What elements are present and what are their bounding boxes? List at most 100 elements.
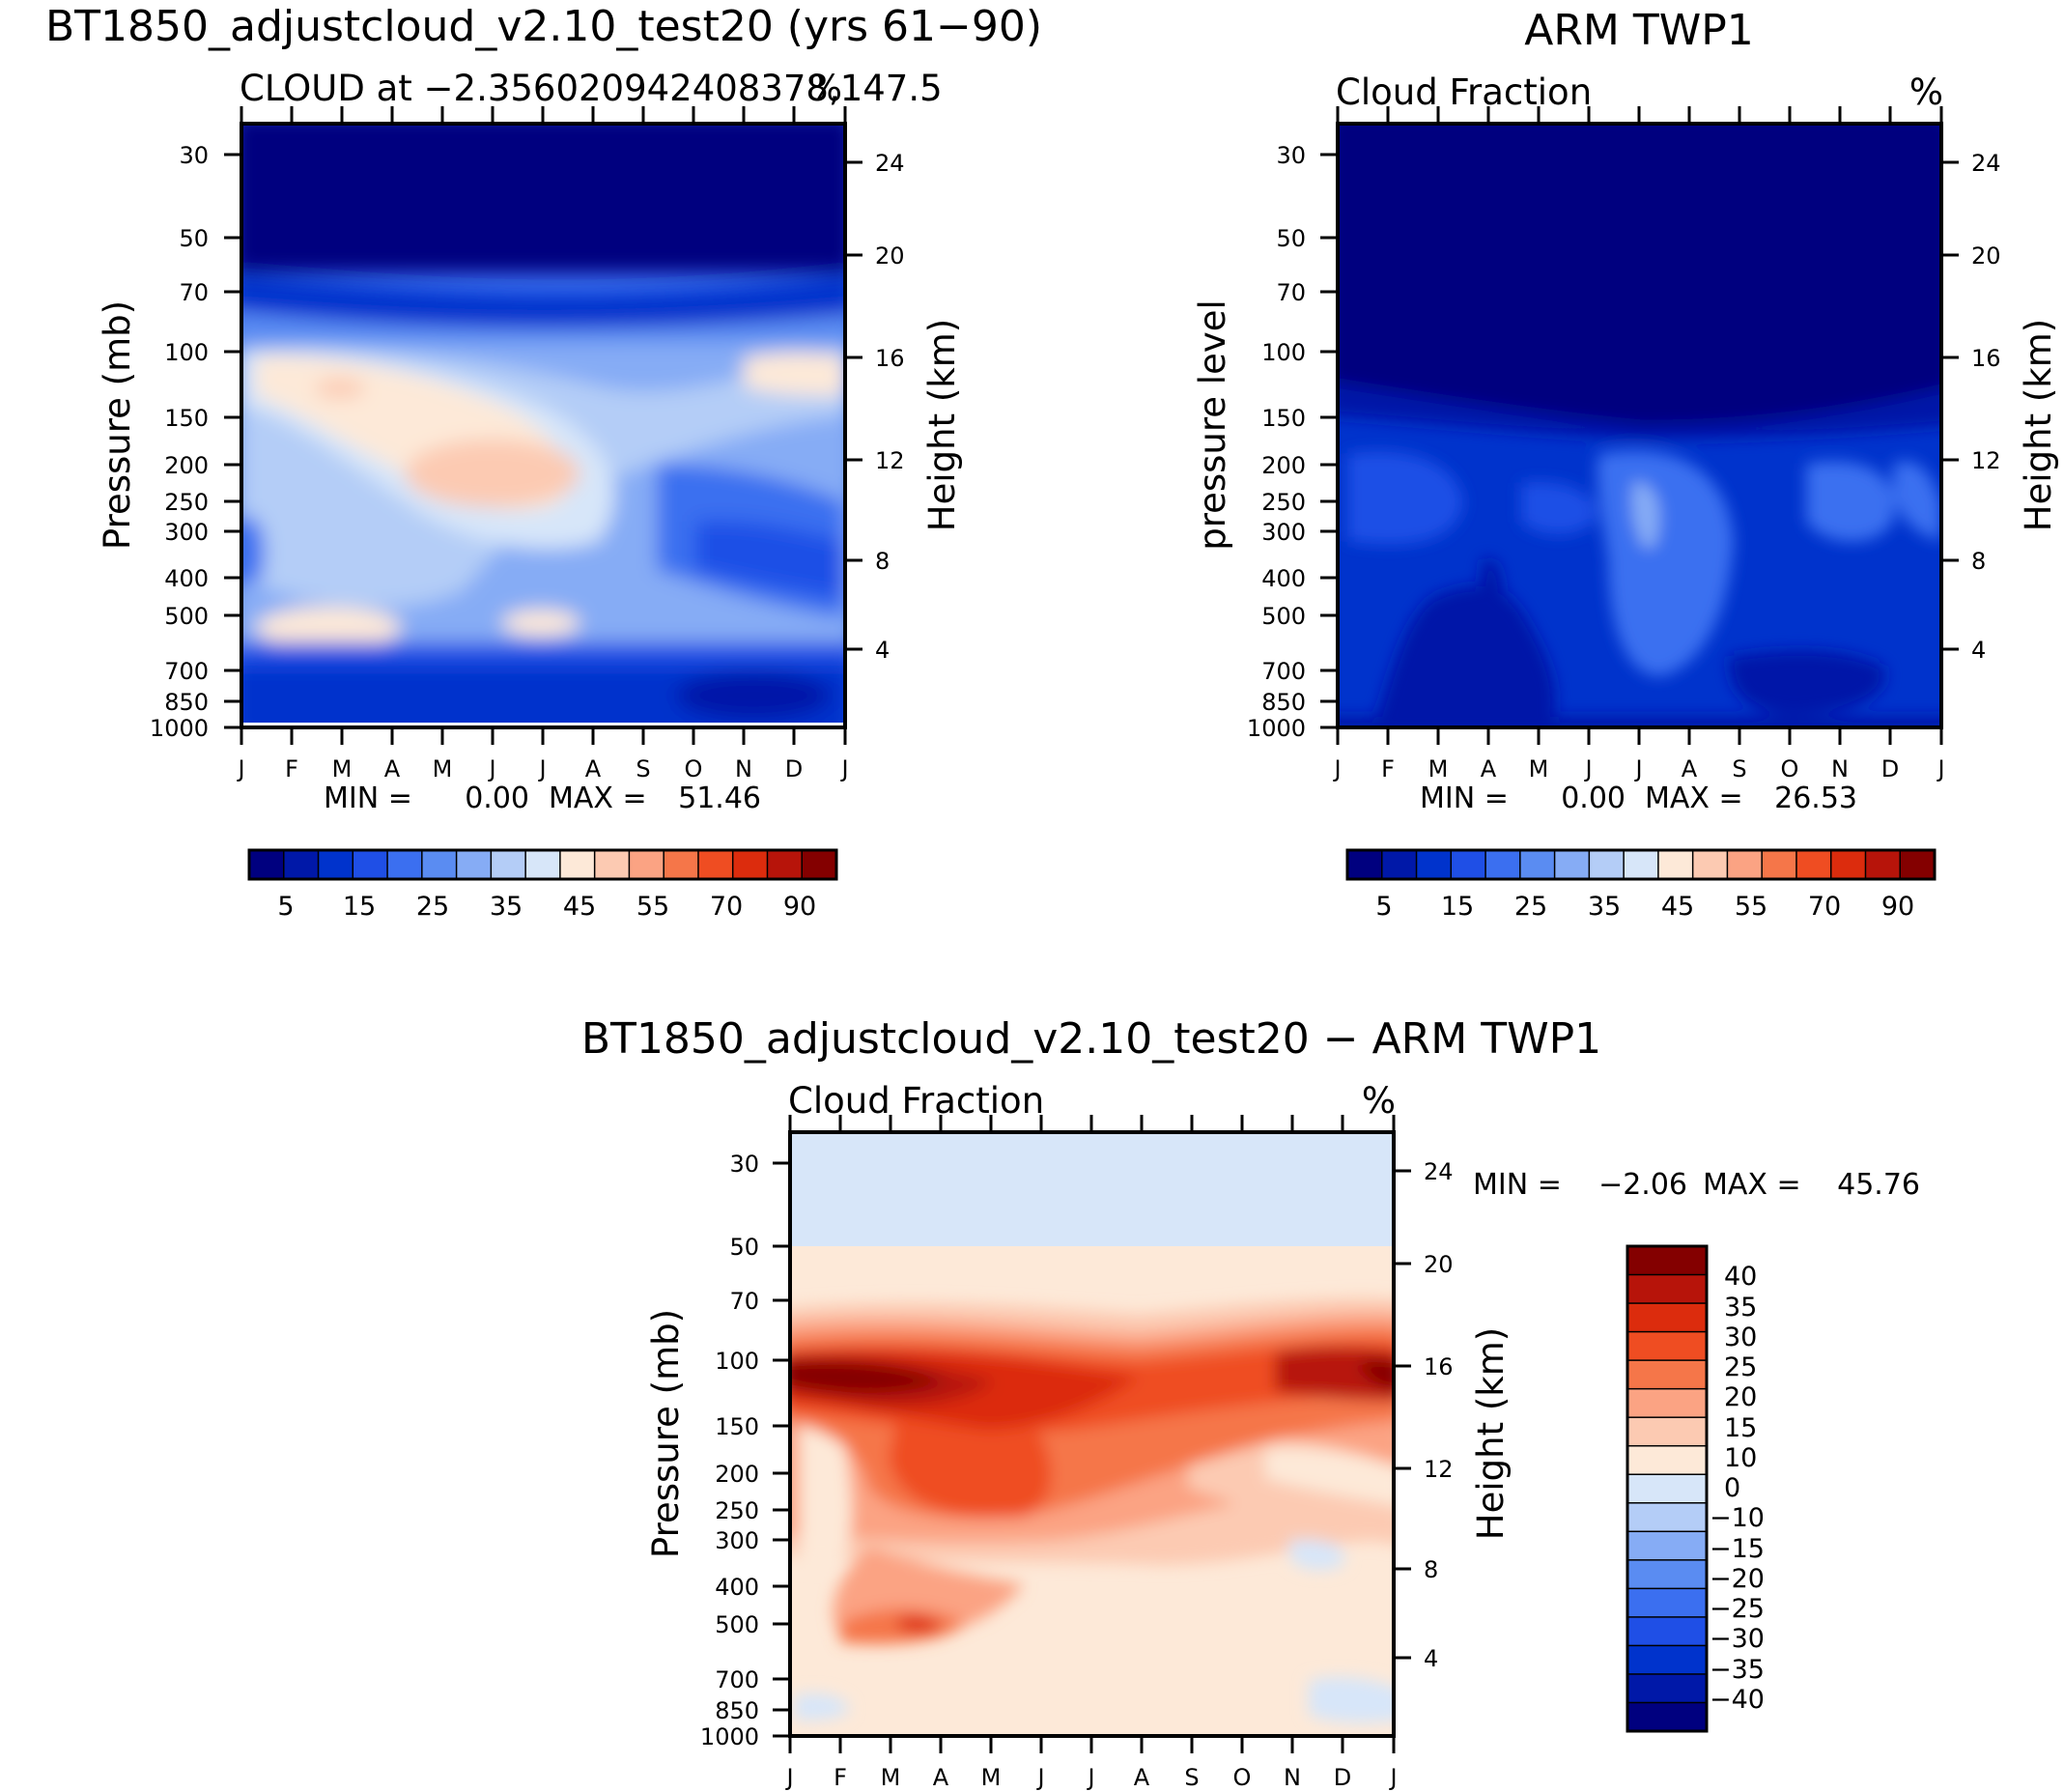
colorbar-swatch: [1626, 1530, 1708, 1562]
x-tick-label: D: [1334, 1764, 1351, 1791]
y-right-tick-label: 12: [1971, 447, 2001, 474]
colorbar-swatch: [1657, 849, 1694, 880]
colorbar-swatch: [1588, 849, 1626, 880]
panel-a-contour-field: [241, 124, 845, 727]
x-tick-label: J: [537, 755, 546, 782]
panel-b-units: %: [1909, 71, 1943, 113]
y-tick-label: 300: [1261, 519, 1306, 546]
panel-c-min-label: MIN =: [1473, 1168, 1562, 1202]
panel-b-max-value: 26.53: [1774, 782, 1857, 815]
colorbar-swatch: [283, 849, 320, 880]
colorbar-swatch: [1899, 849, 1937, 880]
colorbar-label: 70: [1808, 892, 1841, 922]
panel-a-x-ticks: [240, 106, 847, 745]
panel-b-min-value: 0.00: [1561, 782, 1626, 815]
panel-b-x-labels: J F M A M J J A S O N D J: [1332, 755, 1944, 782]
x-tick-label: J: [1583, 755, 1592, 782]
colorbar-swatch: [1691, 849, 1729, 880]
x-tick-label: S: [1184, 1764, 1199, 1791]
y-right-tick-label: 20: [1971, 242, 2001, 270]
colorbar-swatch: [1626, 1359, 1708, 1390]
panel-a-colorbar: [247, 848, 838, 881]
y-right-tick-label: 8: [1971, 548, 1986, 575]
colorbar-swatch: [1626, 1330, 1708, 1362]
x-tick-label: J: [1936, 755, 1944, 782]
colorbar-label: 25: [1724, 1352, 1757, 1382]
panel-a-units: %: [808, 68, 842, 109]
colorbar-swatch: [1626, 1444, 1708, 1476]
x-tick-label: D: [1881, 755, 1899, 782]
x-tick-label: M: [1428, 755, 1449, 782]
colorbar-swatch: [1761, 849, 1798, 880]
panel-c-max-value: 45.76: [1837, 1168, 1920, 1202]
panel-c-x-ticks: [788, 1115, 1396, 1753]
colorbar-frame: [1626, 1244, 1709, 1733]
panel-b-colorbar-labels: 5 15 25 35 45 55 70 90: [1375, 892, 1914, 922]
colorbar-frame: [247, 848, 838, 881]
y-right-tick-label: 16: [1971, 345, 2001, 372]
colorbar-swatch: [490, 849, 527, 880]
panel-c-x-labels: J F M A M J J A S O N D J: [784, 1764, 1397, 1791]
colorbar-swatch: [1626, 1473, 1708, 1505]
panel-model: BT1850_adjustcloud_v2.10_test20 (yrs 61−…: [45, 2, 1042, 922]
y-tick-label: 70: [179, 279, 209, 306]
colorbar-label: 25: [416, 892, 449, 922]
colorbar-swatch: [1626, 1416, 1708, 1447]
colorbar-label: −30: [1710, 1624, 1765, 1654]
colorbar-swatch: [1484, 849, 1522, 880]
x-tick-label: O: [685, 755, 703, 782]
colorbar-label: 45: [563, 892, 596, 922]
y-tick-label: 850: [1261, 689, 1306, 716]
panel-a-y-right-labels: 24 20 16 12 8 4: [875, 150, 905, 664]
panel-a-min-label: MIN =: [324, 782, 412, 815]
y-tick-label: 300: [164, 519, 209, 546]
y-tick-label: 400: [715, 1574, 759, 1601]
colorbar-label: 15: [343, 892, 376, 922]
colorbar-swatch: [1626, 1644, 1708, 1676]
colorbar-label: 35: [1724, 1293, 1757, 1323]
colorbar-swatch: [766, 849, 804, 880]
y-tick-label: 50: [179, 225, 209, 252]
panel-b-x-ticks: [1336, 106, 1943, 745]
x-tick-label: J: [1332, 755, 1341, 782]
colorbar-swatch: [1626, 1502, 1708, 1533]
x-tick-label: A: [1134, 1764, 1150, 1791]
colorbar-swatch: [317, 849, 354, 880]
y-right-tick-label: 4: [1971, 637, 1986, 664]
x-tick-label: S: [636, 755, 650, 782]
colorbar-swatch: [386, 849, 424, 880]
x-tick-label: A: [1682, 755, 1698, 782]
panel-c-y-labels: 30 50 70 100 150 200 250 300 400 500 700…: [700, 1151, 759, 1750]
colorbar-swatch: [1553, 849, 1591, 880]
colorbar-label: −20: [1710, 1564, 1765, 1594]
panel-c-subtitle: Cloud Fraction: [788, 1080, 1044, 1122]
y-tick-label: 200: [715, 1461, 759, 1488]
y-tick-label: 250: [715, 1497, 759, 1524]
colorbar-swatch: [421, 849, 458, 880]
panel-observations: ARM TWP1 Cloud Fraction %: [1192, 6, 2059, 922]
y-right-tick-label: 12: [875, 447, 905, 474]
y-tick-label: 150: [164, 405, 209, 432]
colorbar-swatch: [1346, 849, 1384, 880]
x-tick-label: M: [1529, 755, 1549, 782]
y-tick-label: 400: [164, 565, 209, 592]
y-tick-label: 30: [179, 142, 209, 169]
x-tick-label: M: [881, 1764, 901, 1791]
colorbar-swatch: [1626, 1559, 1708, 1590]
y-tick-label: 200: [164, 452, 209, 479]
colorbar-swatch: [248, 849, 286, 880]
y-tick-label: 500: [715, 1611, 759, 1638]
x-tick-label: O: [1781, 755, 1799, 782]
y-tick-label: 850: [164, 689, 209, 716]
y-tick-label: 400: [1261, 565, 1306, 592]
colorbar-label: −35: [1710, 1655, 1765, 1685]
y-tick-label: 700: [1261, 658, 1306, 685]
y-tick-label: 150: [1261, 405, 1306, 432]
y-tick-label: 150: [715, 1413, 759, 1440]
colorbar-label: −25: [1710, 1594, 1765, 1624]
colorbar-swatch: [559, 849, 596, 880]
x-tick-label: F: [285, 755, 298, 782]
x-tick-label: J: [487, 755, 495, 782]
x-tick-label: J: [784, 1764, 793, 1791]
